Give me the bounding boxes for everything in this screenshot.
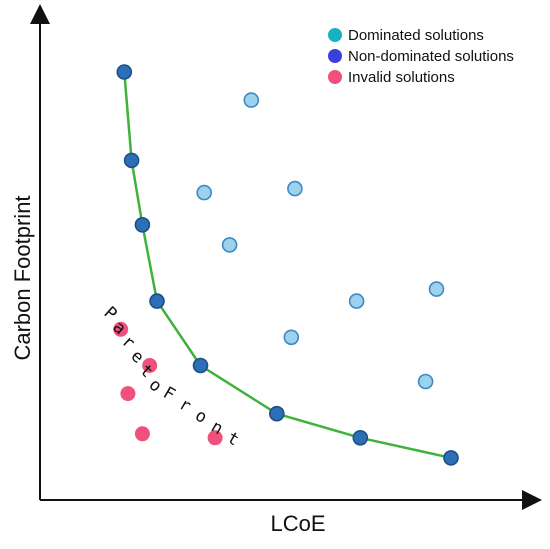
legend-marker-invalid xyxy=(328,70,342,84)
legend: Dominated solutions Non-dominated soluti… xyxy=(328,27,514,86)
dominated-point-1 xyxy=(243,92,260,108)
y-axis-label: Carbon Footprint xyxy=(10,195,35,360)
invalid-point-4 xyxy=(134,426,150,442)
legend-label-non-dominated: Non-dominated solutions xyxy=(348,48,514,65)
dominated-point-6 xyxy=(428,281,445,297)
non-dominated-point-1 xyxy=(116,64,133,80)
non-dominated-point-5 xyxy=(192,357,209,374)
dominated-point-3 xyxy=(287,180,303,197)
x-axis-label: LCoE xyxy=(270,511,325,536)
invalid-point-3 xyxy=(120,386,136,402)
non-dominated-point-8 xyxy=(443,450,459,466)
dominated-point-4 xyxy=(221,237,238,253)
points-layer xyxy=(113,64,459,466)
non-dominated-point-7 xyxy=(352,429,369,446)
legend-marker-dominated xyxy=(328,28,342,42)
non-dominated-point-6 xyxy=(268,405,285,422)
dominated-point-8 xyxy=(417,373,434,390)
dominated-point-2 xyxy=(196,184,212,201)
invalid-point-2 xyxy=(142,358,158,373)
non-dominated-point-2 xyxy=(123,152,140,169)
legend-label-invalid: Invalid solutions xyxy=(348,69,455,86)
dominated-point-5 xyxy=(348,293,365,309)
invalid-point-1 xyxy=(113,321,129,337)
non-dominated-point-3 xyxy=(134,217,151,233)
legend-marker-non-dominated xyxy=(328,49,342,63)
pareto-front-line xyxy=(123,70,453,460)
dominated-point-7 xyxy=(283,329,300,346)
legend-label-dominated: Dominated solutions xyxy=(348,27,484,44)
non-dominated-point-4 xyxy=(149,293,165,309)
invalid-point-5 xyxy=(207,430,223,446)
